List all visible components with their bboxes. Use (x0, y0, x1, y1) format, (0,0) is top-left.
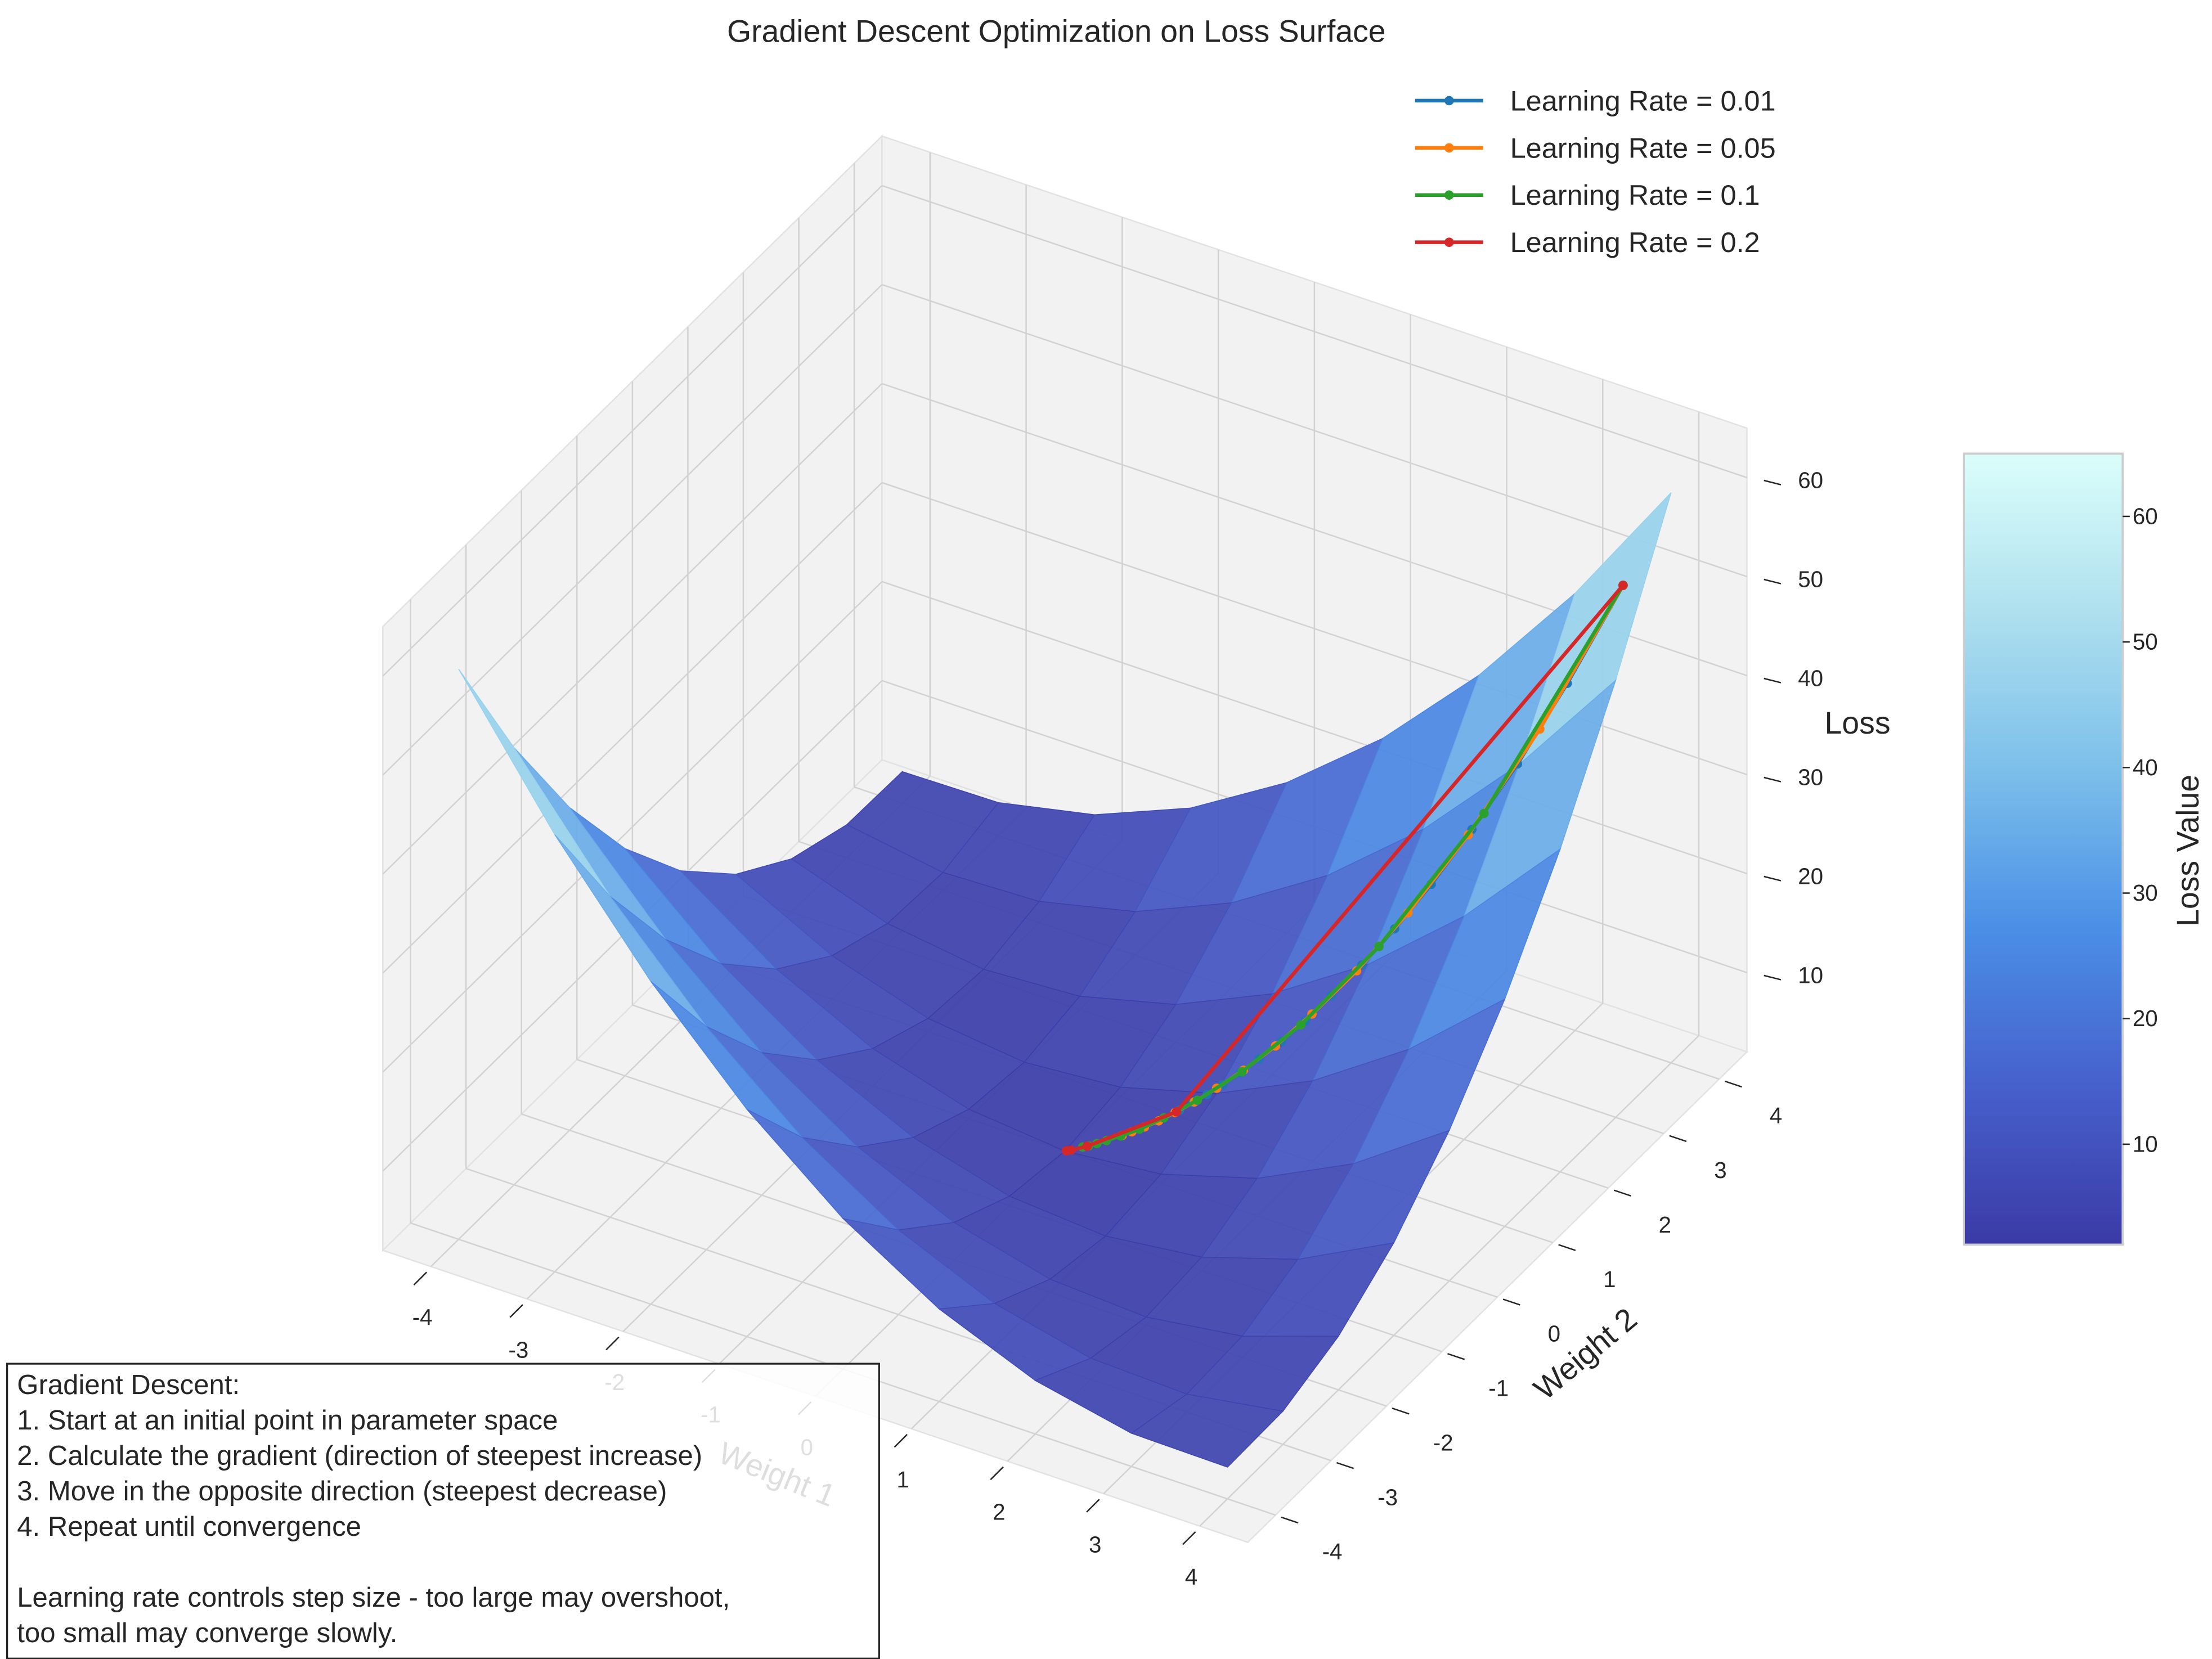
z-tick-label: 20 (1798, 864, 1823, 889)
y-tick (1502, 1298, 1520, 1306)
y-tick-label: -2 (1433, 1430, 1453, 1455)
x-tick-label: 3 (1089, 1532, 1101, 1557)
trajectory-point (1172, 1107, 1182, 1117)
x-tick (990, 1466, 1004, 1481)
y-tick-label: -3 (1378, 1485, 1398, 1510)
x-tick (894, 1433, 908, 1448)
y-tick (1613, 1189, 1631, 1197)
grid-line (881, 284, 1747, 578)
z-tick (1764, 578, 1782, 585)
x-tick (509, 1304, 523, 1318)
z-tick-label: 40 (1798, 666, 1823, 691)
z-tick-label: 50 (1798, 567, 1823, 592)
annotation-note: too small may converge slowly. (17, 1618, 397, 1648)
colorbar-label: Loss Value (2170, 775, 2205, 927)
z-axis-label: Loss (1824, 705, 1890, 740)
colorbar-gradient (1963, 452, 2124, 1246)
z-tick-label: 30 (1798, 765, 1823, 790)
z-tick (1764, 677, 1782, 684)
z-tick (1764, 974, 1782, 981)
legend-marker (1444, 190, 1454, 200)
colorbar-tick-label: 10 (2133, 1131, 2158, 1157)
annotation-heading: Gradient Descent: (17, 1370, 240, 1400)
trajectory-point (1061, 1146, 1071, 1156)
z-tick (1764, 776, 1782, 783)
x-tick-label: 2 (993, 1500, 1005, 1525)
annotation-step: 4. Repeat until convergence (17, 1512, 361, 1542)
trajectory-point (1296, 1020, 1306, 1030)
legend-label: Learning Rate = 0.1 (1510, 179, 1760, 211)
z-tick-label: 10 (1798, 963, 1823, 988)
y-tick (1336, 1462, 1354, 1469)
annotation-step: 2. Calculate the gradient (direction of … (17, 1441, 702, 1471)
trajectory-point (1237, 1067, 1247, 1077)
legend-label: Learning Rate = 0.01 (1510, 84, 1776, 116)
trajectory-point (1479, 808, 1489, 819)
trajectory-point (1192, 1095, 1203, 1105)
colorbar-tick-label: 30 (2133, 880, 2158, 906)
y-tick-label: 1 (1603, 1267, 1616, 1292)
y-tick-label: 0 (1548, 1321, 1560, 1347)
y-tick (1281, 1516, 1299, 1524)
legend-label: Learning Rate = 0.05 (1510, 132, 1776, 164)
x-tick-label: -4 (412, 1305, 433, 1330)
grid-line (881, 482, 1747, 776)
x-tick-label: -3 (509, 1337, 529, 1363)
surface-patch (1130, 1393, 1284, 1468)
z-tick-label: 60 (1798, 468, 1823, 493)
colorbar-tick-label: 40 (2133, 755, 2158, 780)
chart-title: Gradient Descent Optimization on Loss Su… (727, 14, 1386, 48)
grid-line (881, 185, 1747, 479)
colorbar: 10 20 30 40 50 60 (1963, 452, 2158, 1246)
legend-marker (1444, 143, 1454, 153)
y-tick-label: 4 (1770, 1103, 1782, 1129)
trajectory-point (1374, 942, 1384, 951)
legend-marker (1444, 96, 1454, 106)
y-tick (1669, 1135, 1687, 1143)
y-tick (1558, 1244, 1576, 1251)
colorbar-tick-label: 20 (2133, 1006, 2158, 1031)
z-tick (1764, 479, 1782, 485)
colorbar-tick-label: 60 (2133, 503, 2158, 529)
annotation-step: 3. Move in the opposite direction (steep… (17, 1476, 667, 1507)
y-tick-label: 3 (1714, 1158, 1726, 1183)
trajectories (1061, 581, 1628, 1156)
trajectory-point (1618, 581, 1628, 590)
trajectory-point (1082, 1141, 1092, 1151)
y-tick-label: 2 (1659, 1212, 1671, 1238)
grid-line (382, 581, 883, 1073)
y-tick-label: -4 (1322, 1539, 1343, 1564)
grid-line (382, 185, 883, 677)
annotation-note: Learning rate controls step size - too l… (17, 1582, 730, 1613)
y-tick (1392, 1408, 1410, 1415)
annotation-box: Gradient Descent: 1. Start at an initial… (6, 1363, 880, 1659)
legend-label: Learning Rate = 0.2 (1510, 226, 1760, 258)
y-tick (1724, 1080, 1742, 1088)
z-tick (1764, 875, 1782, 882)
y-tick-label: -1 (1488, 1376, 1509, 1401)
y-tick (1447, 1353, 1465, 1360)
grid-line (881, 581, 1747, 875)
x-tick-label: 4 (1185, 1564, 1197, 1590)
colorbar-tick-label: 50 (2133, 630, 2158, 655)
grid-line (382, 383, 883, 875)
legend: Learning Rate = 0.01 Learning Rate = 0.05… (1415, 84, 1776, 258)
annotation-step: 1. Start at an initial point in paramete… (17, 1405, 558, 1436)
x-tick-label: 1 (896, 1467, 909, 1492)
grid-line (382, 284, 883, 776)
grid-line (382, 482, 883, 974)
x-tick (1182, 1531, 1196, 1545)
x-tick (605, 1336, 620, 1351)
x-tick (413, 1271, 428, 1286)
legend-marker (1444, 237, 1454, 247)
annotation-frame (6, 1363, 880, 1659)
y-axis-label: Weight 2 (1527, 1301, 1644, 1406)
x-tick (1086, 1499, 1100, 1513)
